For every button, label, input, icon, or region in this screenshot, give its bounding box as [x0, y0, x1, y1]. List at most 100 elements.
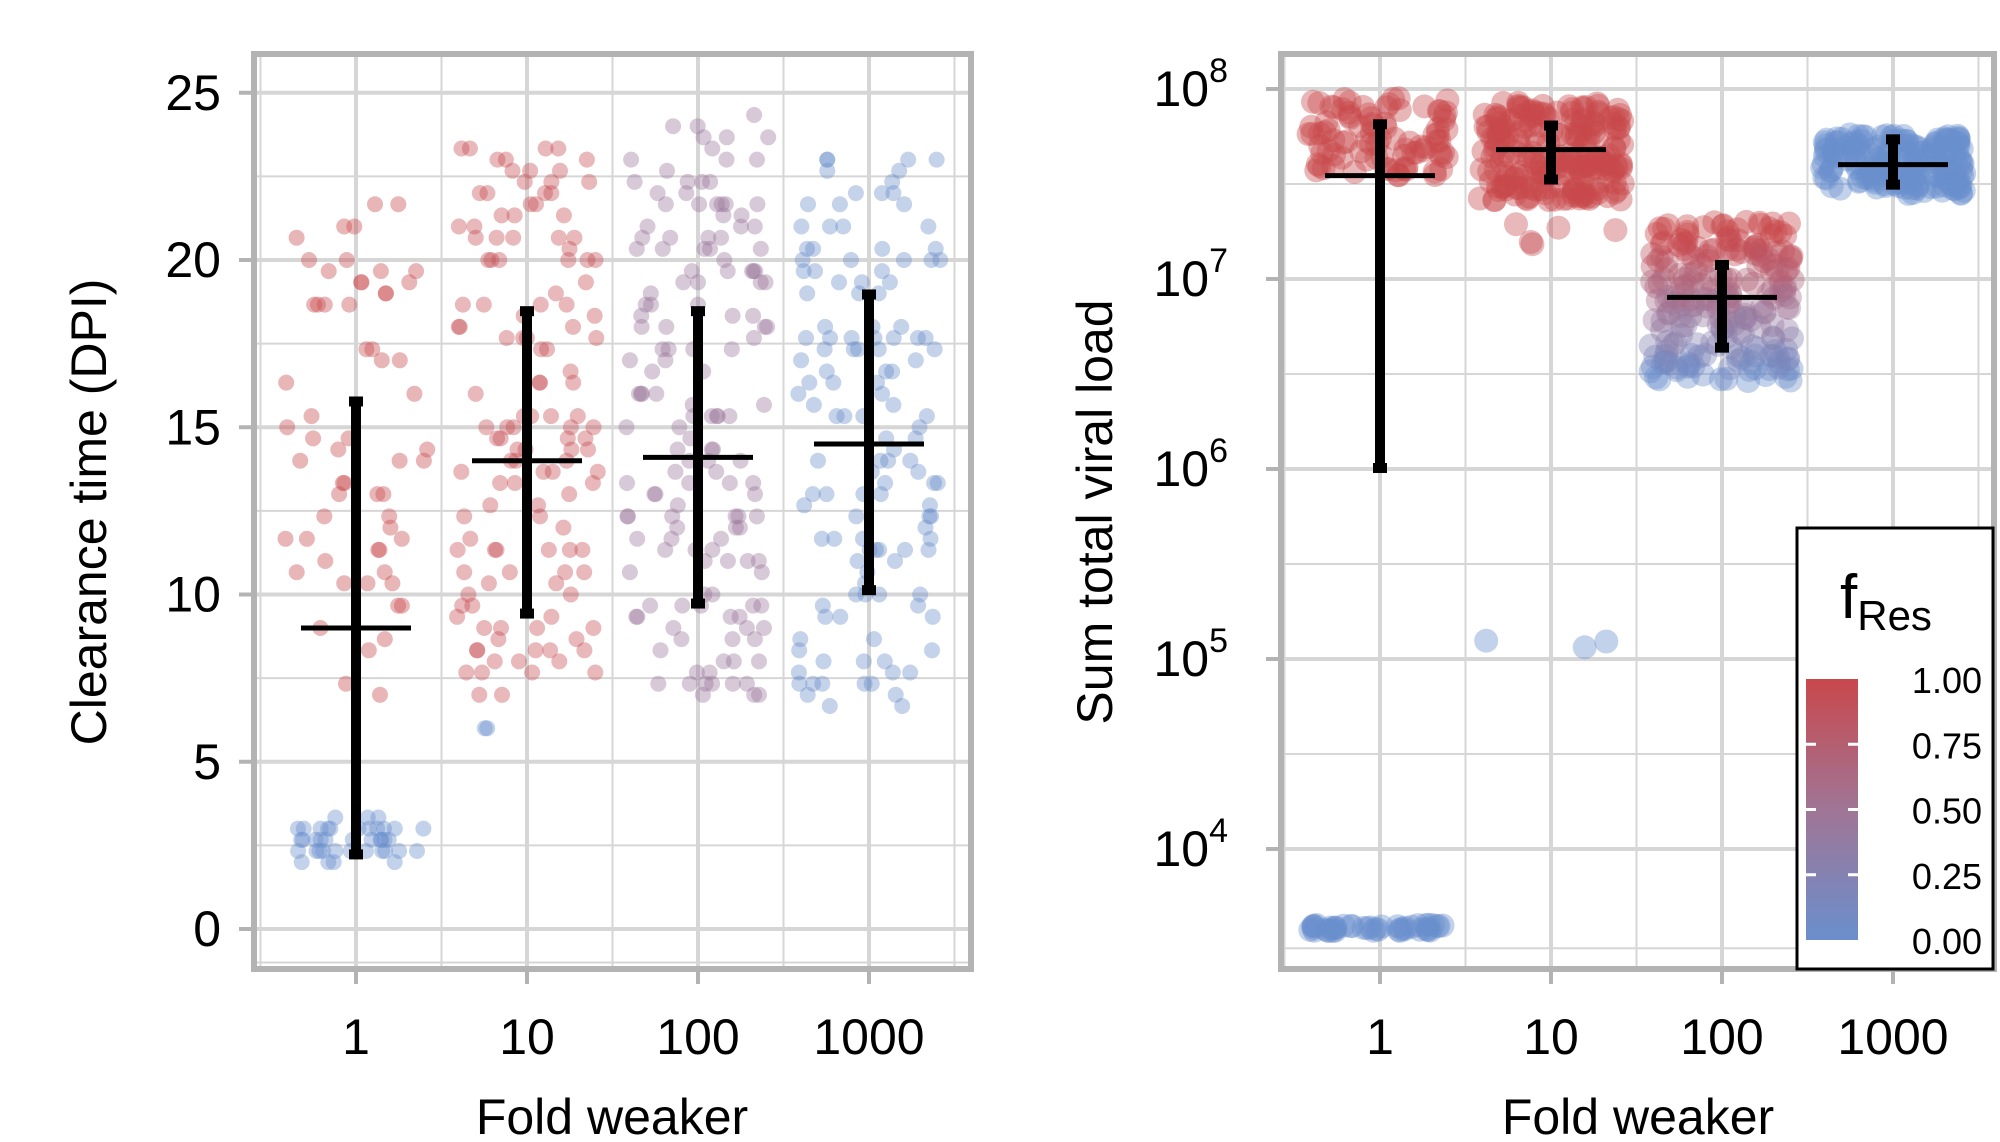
data-point: [1948, 181, 1973, 206]
data-point: [1725, 217, 1750, 242]
data-point: [372, 263, 389, 280]
data-point: [1952, 161, 1977, 186]
x-axis-title: Fold weaker: [476, 1089, 748, 1137]
data-point: [1495, 123, 1520, 148]
data-point: [1567, 118, 1592, 143]
data-point: [1387, 98, 1412, 122]
data-point: [791, 675, 808, 692]
data-point: [637, 296, 654, 313]
data-point: [316, 296, 333, 313]
data-point: [1908, 140, 1932, 165]
data-point: [535, 463, 552, 480]
data-point: [1865, 134, 1890, 159]
data-point: [569, 408, 586, 425]
data-point: [790, 664, 807, 681]
data-point: [1846, 124, 1871, 148]
data-point: [659, 162, 675, 179]
data-point: [1752, 300, 1777, 325]
data-point: [1933, 128, 1958, 153]
data-point: [374, 843, 391, 859]
data-point: [799, 285, 816, 302]
data-point: [1672, 267, 1697, 291]
data-point: [393, 530, 410, 547]
panel-border: [1278, 51, 1997, 972]
data-point: [1425, 914, 1449, 938]
data-point: [1608, 103, 1632, 127]
data-point: [1900, 133, 1924, 158]
data-point: [1323, 915, 1348, 940]
data-point: [1475, 114, 1500, 139]
error-bar-cap-top: [691, 306, 705, 317]
data-point: [1564, 111, 1589, 135]
data-point: [897, 541, 913, 558]
data-point: [1650, 309, 1675, 333]
data-point: [1483, 128, 1508, 153]
data-point: [1568, 160, 1593, 185]
data-point: [1489, 149, 1514, 174]
data-point: [1681, 246, 1706, 270]
data-point: [918, 408, 935, 425]
data-point: [1563, 177, 1587, 202]
data-point: [1523, 152, 1548, 177]
data-point: [1586, 101, 1611, 126]
data-point: [566, 229, 583, 246]
data-point: [1642, 308, 1667, 333]
data-point: [1761, 326, 1786, 351]
data-point: [305, 430, 322, 447]
data-point: [1516, 99, 1541, 124]
data-point: [1571, 164, 1596, 189]
data-point: [877, 475, 894, 491]
data-point: [1733, 302, 1758, 327]
data-point: [1300, 121, 1325, 146]
data-point: [363, 831, 380, 848]
data-point: [1678, 304, 1703, 329]
x-tick-label: 1: [1366, 1009, 1394, 1065]
color-legend: fRes 1.00 0.75 0.50 0.25 0.00: [1795, 526, 1995, 971]
data-point: [1351, 915, 1376, 940]
data-point: [467, 385, 484, 402]
data-point: [1768, 269, 1793, 294]
data-point: [1486, 122, 1511, 147]
data-point: [1347, 114, 1372, 139]
data-point: [1743, 241, 1768, 266]
data-point: [1764, 239, 1789, 264]
data-point: [479, 185, 496, 202]
data-point: [320, 854, 337, 871]
data-point: [745, 307, 762, 324]
data-point: [1323, 918, 1347, 943]
data-point: [642, 597, 659, 614]
data-point: [1546, 215, 1571, 240]
data-point: [1301, 914, 1326, 938]
data-point: [1752, 249, 1776, 274]
data-point: [1670, 313, 1695, 338]
data-point: [1569, 115, 1594, 140]
data-point: [522, 162, 539, 179]
data-point: [1589, 149, 1614, 174]
data-point: [552, 162, 568, 179]
data-point: [924, 642, 940, 659]
data-point: [697, 675, 714, 692]
data-point: [1760, 313, 1785, 338]
data-point: [804, 486, 821, 503]
data-point: [721, 475, 738, 491]
data-point: [902, 664, 919, 681]
data-point: [1895, 129, 1920, 154]
data-point: [1820, 139, 1845, 164]
data-point: [372, 686, 388, 703]
data-point: [1738, 307, 1763, 332]
data-point: [377, 843, 394, 859]
data-point: [1654, 349, 1678, 374]
data-point: [1938, 171, 1963, 196]
data-point: [674, 597, 691, 614]
data-point: [884, 363, 901, 380]
data-point: [654, 341, 671, 358]
data-point: [576, 564, 593, 581]
data-point: [489, 430, 506, 447]
data-point: [887, 686, 904, 703]
data-point: [499, 419, 516, 436]
data-point: [577, 274, 594, 291]
data-point: [370, 809, 387, 826]
data-point: [1638, 333, 1663, 358]
data-point: [587, 664, 604, 681]
data-point: [718, 151, 735, 168]
